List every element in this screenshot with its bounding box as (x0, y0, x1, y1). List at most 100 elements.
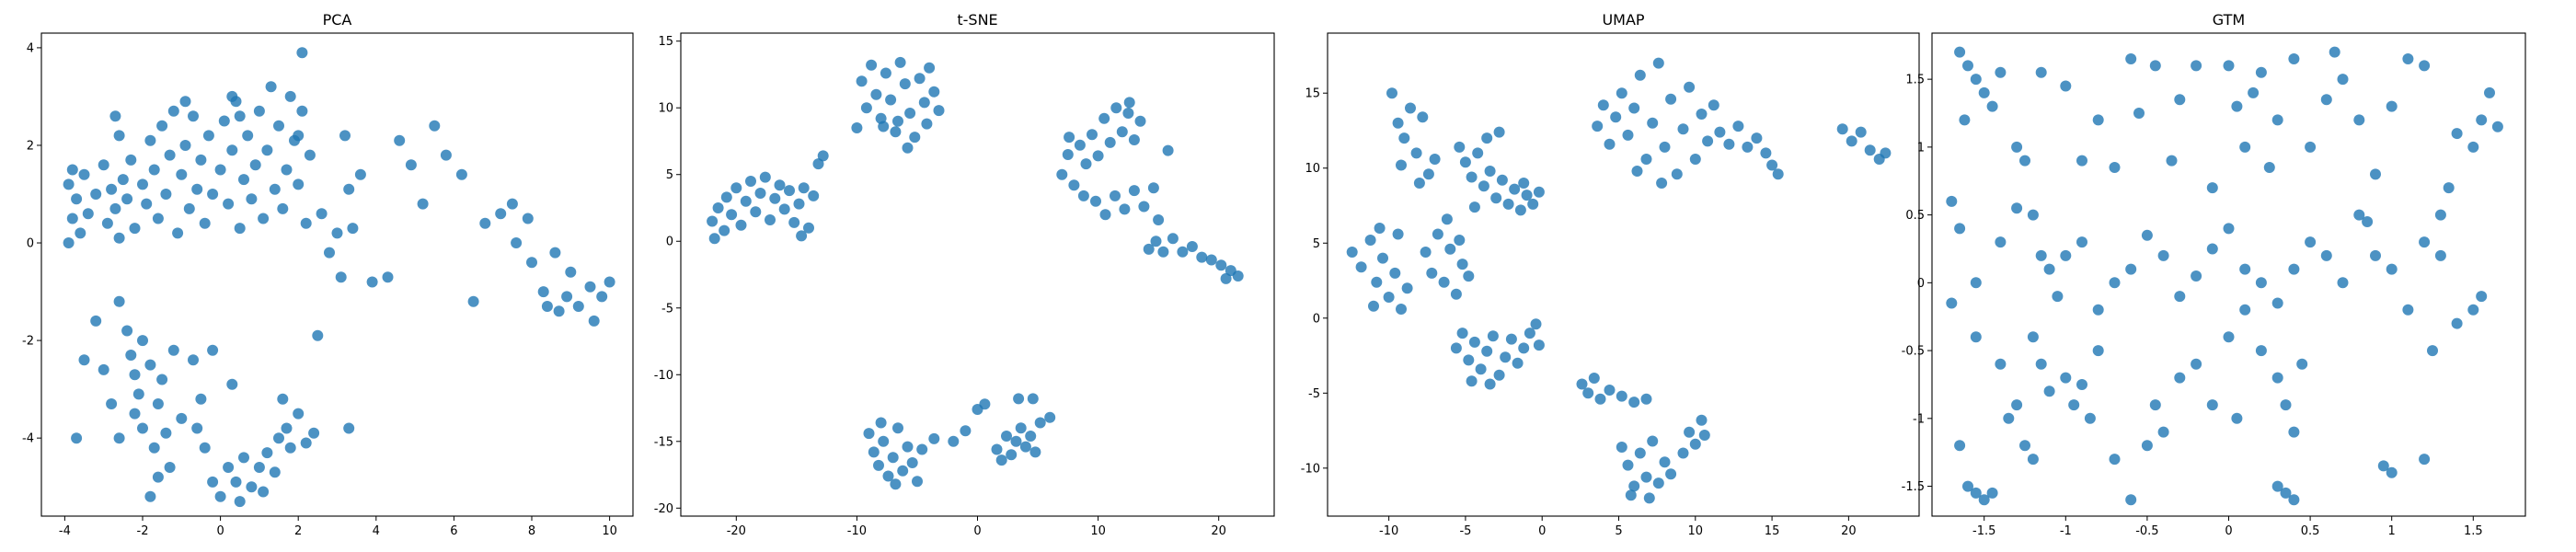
data-point (2386, 263, 2398, 275)
panel-umap: -10 -5 0 5 10 15 20 -10 -5 0 5 10 15 UMAP (1301, 11, 1920, 538)
data-point (991, 443, 1003, 455)
data-point (101, 217, 113, 229)
data-point (1622, 129, 1634, 141)
data-point (2239, 263, 2251, 275)
data-point (106, 398, 118, 409)
data-point (2370, 168, 2381, 180)
data-point (596, 291, 608, 303)
data-point (726, 209, 738, 221)
data-point (1576, 378, 1588, 390)
data-point (1684, 81, 1696, 93)
data-point (1029, 446, 1041, 458)
data-point (1616, 442, 1627, 453)
data-point (1090, 195, 1101, 207)
data-point (347, 223, 359, 235)
data-point (2402, 304, 2414, 316)
x-tick-label: 2 (294, 524, 302, 538)
data-point (1484, 166, 1496, 177)
data-point (277, 202, 289, 214)
data-point (1640, 393, 1652, 405)
data-point (553, 305, 565, 317)
data-point (343, 422, 355, 434)
data-point (335, 271, 347, 283)
data-point (549, 247, 561, 259)
data-point (1684, 426, 1696, 438)
data-point (2084, 412, 2096, 424)
data-point (1708, 99, 1719, 111)
data-point (1475, 363, 1487, 375)
data-point (902, 441, 914, 453)
data-point (125, 154, 137, 166)
x-tick-label: 10 (1688, 524, 1704, 538)
data-point (2329, 46, 2340, 58)
data-point (1064, 132, 1075, 144)
data-point (1628, 480, 1640, 492)
data-point (712, 202, 724, 213)
data-point (740, 195, 752, 207)
data-point (156, 120, 168, 132)
data-point (1062, 149, 1074, 160)
y-tick-label: -1.5 (1902, 480, 1925, 494)
data-point (2060, 372, 2072, 384)
data-point (1232, 270, 1244, 282)
data-point (1157, 246, 1169, 258)
data-point (2043, 385, 2055, 397)
data-point (2035, 249, 2047, 261)
y-tick-label: -5 (1308, 387, 1320, 401)
data-point (778, 203, 790, 215)
data-point (916, 443, 928, 455)
data-point (541, 301, 553, 312)
data-point (1970, 487, 1982, 499)
y-tick-label: -15 (654, 435, 673, 449)
data-point (339, 130, 351, 142)
data-point (1068, 179, 1080, 191)
panel-title: t-SNE (957, 11, 997, 29)
data-point (479, 217, 491, 229)
data-point (1751, 132, 1763, 144)
data-point (1027, 393, 1039, 405)
x-tick-label: 4 (373, 524, 380, 538)
data-point (195, 393, 207, 405)
data-point (1986, 100, 1998, 112)
data-point (2434, 209, 2446, 221)
data-point (735, 219, 747, 231)
data-point (2467, 141, 2479, 153)
data-point (2280, 399, 2292, 411)
data-point (803, 222, 814, 234)
y-tick-label: -0.5 (1902, 345, 1925, 359)
data-point (214, 164, 226, 176)
data-point (2386, 100, 2398, 112)
data-point (1355, 261, 1367, 273)
panel-tsne: -20 -10 0 10 20 -20 -15 -10 -5 0 5 10 15 t-SNE (654, 11, 1275, 538)
data-point (1420, 247, 1432, 258)
data-point (2157, 426, 2169, 438)
data-point (1383, 292, 1395, 303)
data-point (2174, 94, 2186, 106)
data-point (1640, 471, 1652, 483)
data-point (2133, 108, 2145, 119)
data-point (66, 213, 78, 224)
data-point (273, 432, 284, 444)
data-point (183, 202, 195, 214)
panel-title: UMAP (1602, 11, 1644, 29)
data-point (2011, 399, 2023, 411)
data-point (144, 490, 156, 502)
data-point (382, 271, 394, 283)
data-point (109, 202, 121, 214)
data-point (261, 447, 273, 459)
data-point (1044, 411, 1056, 423)
data-point (1652, 57, 1664, 69)
data-point (2109, 277, 2121, 289)
data-point (1846, 135, 1857, 147)
data-point (2076, 379, 2087, 390)
data-point (1426, 267, 1438, 279)
data-point (928, 432, 940, 444)
data-point (918, 97, 930, 109)
scatter-points (1946, 46, 2503, 506)
data-point (1714, 126, 1726, 138)
data-point (2166, 155, 2178, 167)
data-point (106, 183, 118, 195)
data-point (2003, 412, 2015, 424)
data-point (1167, 233, 1179, 245)
data-point (1472, 147, 1484, 159)
